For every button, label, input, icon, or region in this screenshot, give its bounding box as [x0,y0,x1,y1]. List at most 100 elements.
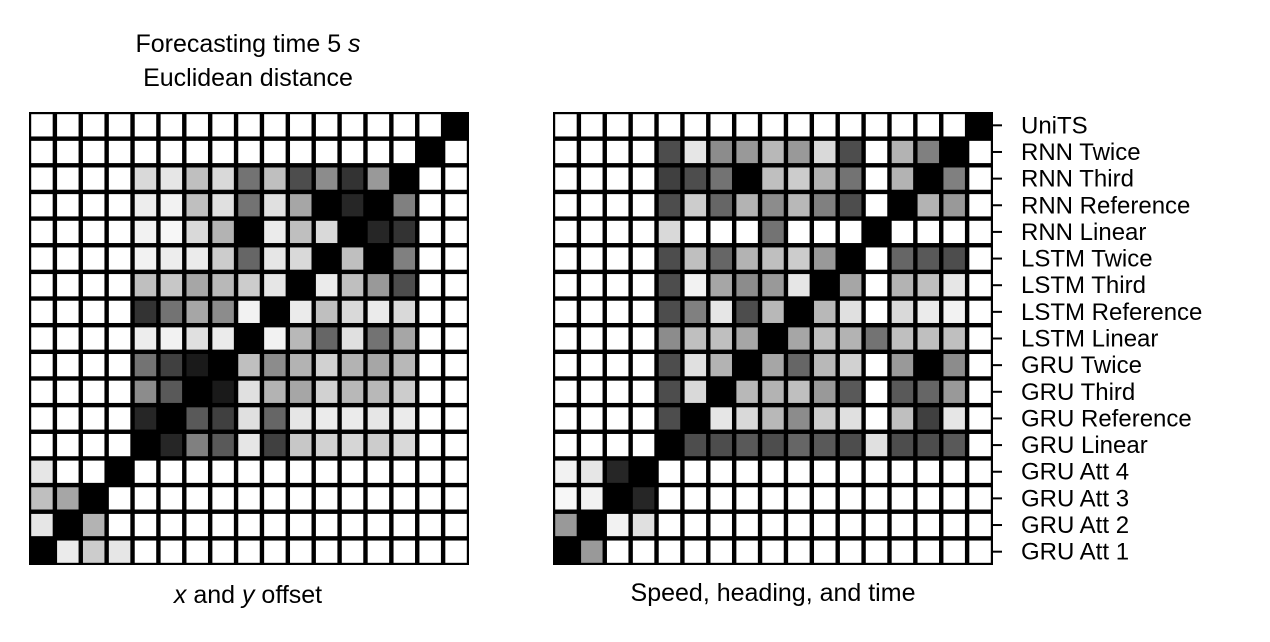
right-heatmap-cell-r2-c9 [788,167,810,190]
right-heatmap-cell-r10-c13 [891,380,914,403]
right-heatmap-cell-r1-c13 [891,140,914,164]
right-heatmap-cell-r9-c7 [736,354,758,377]
right-heatmap-cell-r2-c2 [606,167,629,190]
left-heatmap-cell-r5-c0 [31,247,53,270]
left-heatmap-cell-r7-c9 [264,300,286,323]
right-heatmap-cell-r10-c1 [581,380,603,403]
y-tick-label-4: RNN Linear [1021,219,1146,246]
left-heatmap-cell-r4-c13 [367,220,390,244]
right-heatmap-cell-r2-c6 [710,167,732,190]
left-heatmap-cell-r7-c2 [82,300,105,323]
right-heatmap-cell-r5-c7 [736,247,758,270]
right-heatmap-cell-r4-c10 [814,220,836,244]
left-heatmap-cell-r10-c1 [57,380,79,403]
right-heatmap-cell-r7-c2 [606,300,629,323]
right-heatmap-cell-r14-c6 [710,487,732,510]
right-heatmap-cell-r8-c0 [555,327,577,350]
y-tick-label-15: GRU Att 2 [1021,512,1129,539]
left-heatmap-cell-r8-c6 [186,327,208,350]
left-heatmap-cell-r13-c7 [212,460,234,483]
left-heatmap-cell-r11-c1 [57,407,79,430]
right-heatmap-cell-r15-c9 [788,513,810,537]
left-heatmap-cell-r2-c3 [108,167,131,190]
right-heatmap-cell-r7-c13 [891,300,914,323]
right-heatmap-cell-r12-c0 [555,433,577,457]
right-heatmap-cell-r2-c7 [736,167,758,190]
left-heatmap-cell-r13-c4 [134,460,157,483]
right-heatmap-cell-r0-c8 [762,114,784,137]
right-heatmap-cell-r14-c3 [632,487,655,510]
right-heatmap-cell-r8-c13 [891,327,914,350]
right-heatmap-cell-r12-c8 [762,433,784,457]
y-tick-label-13: GRU Att 4 [1021,459,1129,486]
right-heatmap-cell-r14-c5 [684,487,707,510]
left-heatmap-cell-r8-c8 [238,327,260,350]
left-heatmap-cell-r8-c5 [160,327,183,350]
right-heatmap-cell-r2-c8 [762,167,784,190]
right-heatmap-cell-r4-c12 [865,220,888,244]
left-heatmap-cell-r16-c2 [82,540,105,563]
right-heatmap-cell-r13-c6 [710,460,732,483]
left-heatmap-cell-r10-c5 [160,380,183,403]
left-heatmap-cell-r16-c3 [108,540,131,563]
right-heatmap-cell-r14-c8 [762,487,784,510]
left-heatmap-cell-r7-c0 [31,300,53,323]
right-heatmap-cell-r15-c3 [632,513,655,537]
left-heatmap-cell-r13-c11 [315,460,338,483]
right-heatmap-cell-r14-c9 [788,487,810,510]
left-heatmap-cell-r13-c0 [31,460,53,483]
left-heatmap-cell-r16-c16 [445,540,467,563]
left-heatmap-cell-r4-c10 [290,220,312,244]
left-heatmap-cell-r1-c0 [31,140,53,164]
left-heatmap-cell-r11-c14 [393,407,416,430]
left-heatmap-cell-r5-c9 [264,247,286,270]
left-heatmap-cell-r3-c12 [341,194,364,217]
left-heatmap-cell-r16-c10 [290,540,312,563]
right-heatmap-cell-r1-c12 [865,140,888,164]
right-heatmap-cell-r0-c15 [943,114,965,137]
left-heatmap-cell-r12-c10 [290,433,312,457]
left-heatmap-cell-r15-c2 [82,513,105,537]
left-heatmap-cell-r13-c2 [82,460,105,483]
left-heatmap-cell-r10-c3 [108,380,131,403]
left-heatmap-cell-r3-c16 [445,194,467,217]
left-heatmap-cell-r15-c16 [445,513,467,537]
left-heatmap-cell-r2-c15 [419,167,441,190]
right-heatmap-cell-r10-c7 [736,380,758,403]
left-heatmap-cell-r6-c4 [134,274,157,297]
right-heatmap-cell-r9-c12 [865,354,888,377]
left-heatmap-cell-r2-c10 [290,167,312,190]
left-heatmap-cell-r5-c10 [290,247,312,270]
left-heatmap-cell-r3-c10 [290,194,312,217]
right-heatmap-cell-r14-c14 [917,487,940,510]
left-heatmap-cell-r16-c13 [367,540,390,563]
left-heatmap-cell-r12-c5 [160,433,183,457]
left-heatmap-cell-r13-c5 [160,460,183,483]
left-heatmap-cell-r6-c12 [341,274,364,297]
right-heatmap-cell-r0-c10 [814,114,836,137]
left-heatmap-cell-r15-c12 [341,513,364,537]
right-heatmap-cell-r9-c5 [684,354,707,377]
right-heatmap-cell-r12-c11 [839,433,862,457]
right-heatmap-cell-r5-c1 [581,247,603,270]
right-heatmap-cell-r14-c12 [865,487,888,510]
right-heatmap-cell-r11-c6 [710,407,732,430]
right-heatmap-cell-r6-c6 [710,274,732,297]
left-heatmap-cell-r13-c13 [367,460,390,483]
right-heatmap-cell-r10-c16 [969,380,991,403]
right-heatmap-cell-r5-c9 [788,247,810,270]
right-heatmap-cell-r0-c14 [917,114,940,137]
right-heatmap-cell-r13-c7 [736,460,758,483]
right-heatmap-cell-r10-c2 [606,380,629,403]
y-tick-label-8: LSTM Linear [1021,326,1158,353]
left-heatmap-cell-r11-c6 [186,407,208,430]
left-heatmap-cell-r0-c2 [82,114,105,137]
right-heatmap-cell-r11-c14 [917,407,940,430]
right-heatmap-cell-r0-c2 [606,114,629,137]
right-heatmap-cell-r11-c7 [736,407,758,430]
left-heatmap-cell-r15-c5 [160,513,183,537]
left-heatmap-cell-r9-c15 [419,354,441,377]
left-heatmap-cell-r6-c3 [108,274,131,297]
right-heatmap-cell-r6-c9 [788,274,810,297]
right-heatmap-cell-r3-c2 [606,194,629,217]
